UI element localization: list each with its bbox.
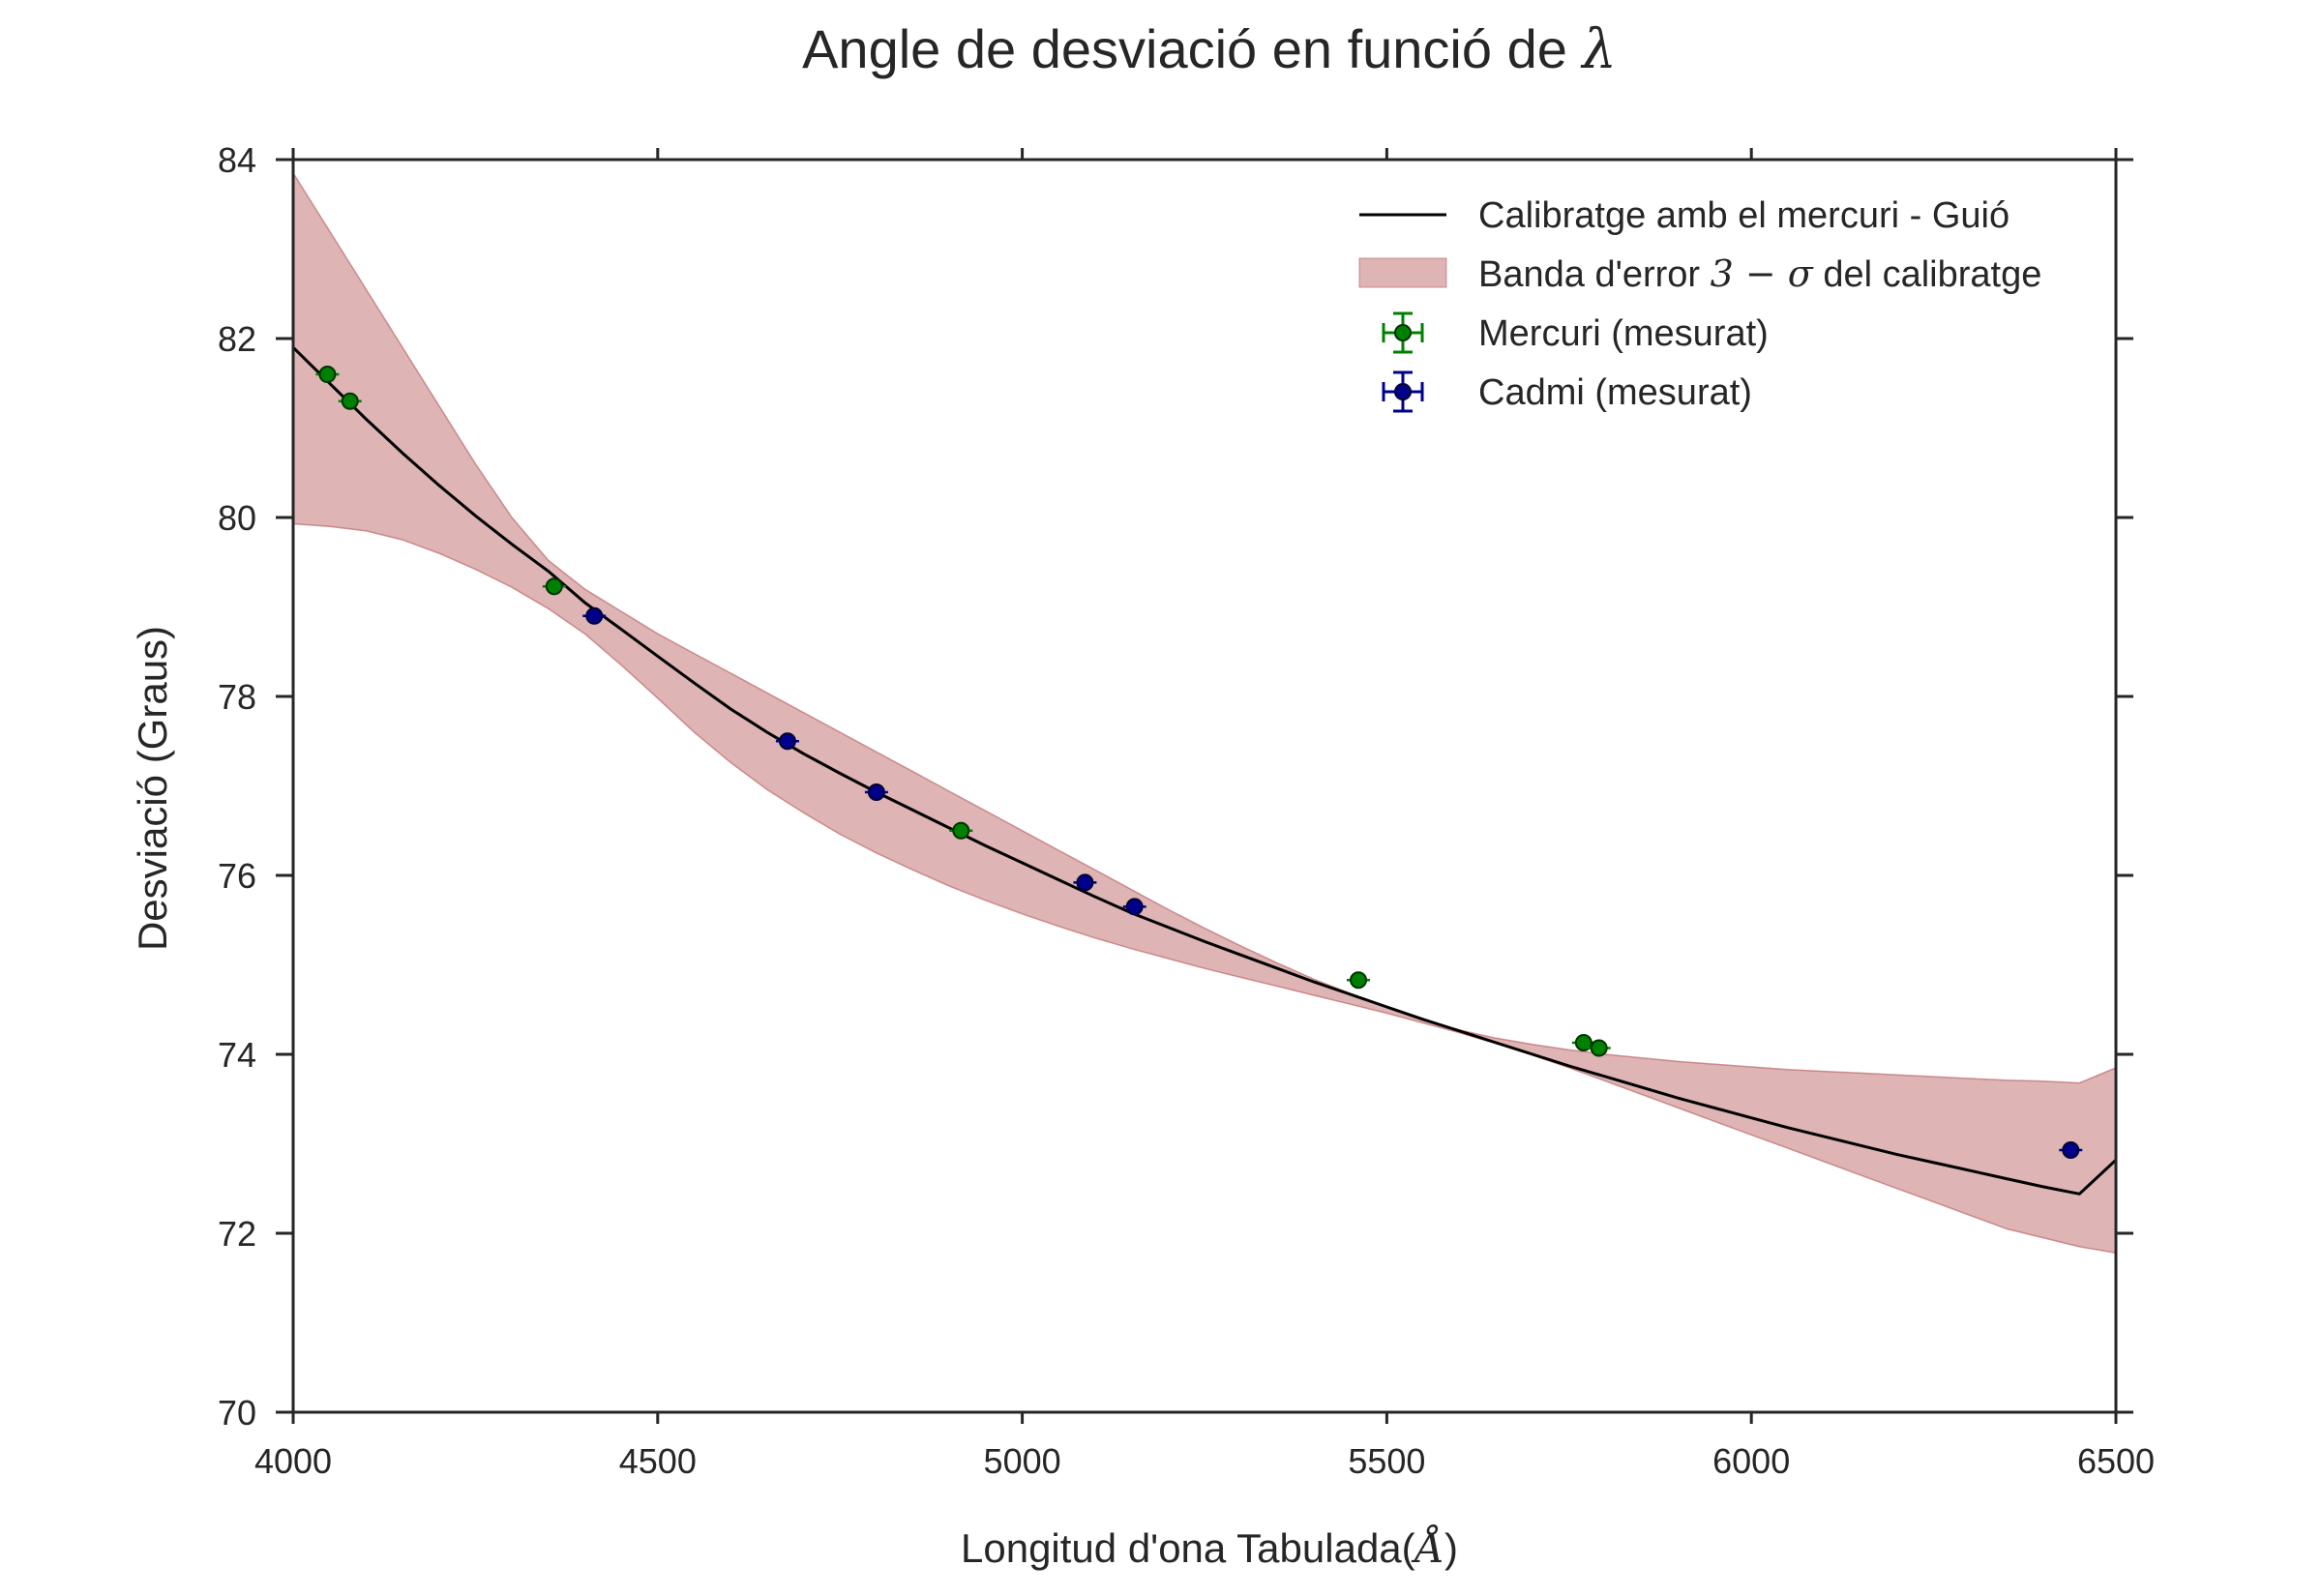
y-tick-label: 80 (218, 498, 256, 538)
mercury-point (338, 392, 362, 410)
mercury-point (315, 366, 340, 383)
x-tick-label: 4500 (619, 1441, 697, 1481)
legend-label-cadmium: Cadmi (mesurat) (1478, 372, 1752, 413)
legend-label-calibration: Calibratge amb el mercuri - Guió (1478, 195, 2009, 236)
x-tick-label: 6500 (2077, 1441, 2155, 1481)
mercury-marker (545, 577, 563, 596)
x-tick-label: 4000 (254, 1441, 332, 1481)
cadmium-point (1073, 873, 1097, 892)
legend-swatch-mercury (1382, 311, 1424, 354)
cadmium-marker (1125, 898, 1144, 916)
y-tick-label: 76 (218, 856, 256, 896)
mercury-point (949, 821, 973, 840)
mercury-marker (1574, 1033, 1593, 1051)
mercury-point (1347, 971, 1371, 990)
cadmium-point (1122, 898, 1146, 916)
calibration-curve (291, 346, 2118, 1196)
error-band (292, 170, 2117, 1255)
cadmium-point (864, 783, 888, 801)
chart-title-symbol: λ (1580, 18, 1617, 81)
x-axis-label-unit: Å (1411, 1523, 1444, 1572)
mercury-marker (318, 366, 337, 383)
axes: 4000 4500 5000 5500 6000 6500 70 72 74 76 78 80 82 84 (218, 140, 2155, 1481)
y-tick-label: 74 (218, 1035, 256, 1075)
legend-swatch-cadmium (1382, 370, 1424, 413)
cadmium-marker (2062, 1140, 2080, 1159)
legend-label-mercury: Mercuri (mesurat) (1478, 313, 1769, 354)
legend-label-error-band: Banda d'error 3 − σ del calibratge (1478, 252, 2041, 295)
legend-label-error-band-math: 3 − σ (1711, 252, 1814, 295)
mercury-point (1571, 1033, 1595, 1051)
x-tick-label: 6000 (1712, 1441, 1790, 1481)
cadmium-point (775, 732, 799, 751)
cadmium-marker (867, 783, 885, 801)
legend-label-error-band-suffix: del calibratge (1823, 254, 2041, 295)
mercury-point (542, 577, 566, 596)
cadmium-marker (585, 606, 604, 625)
x-tick-label: 5500 (1348, 1441, 1425, 1481)
mercury-marker (952, 821, 970, 840)
mercury-point (1587, 1039, 1611, 1057)
cadmium-marker (1076, 873, 1094, 892)
mercury-marker (1350, 971, 1368, 990)
chart-title: Angle de desviació en funció de λ (802, 18, 1617, 81)
legend-label-error-band-prefix: Banda d'error (1478, 254, 1700, 295)
y-tick-label: 72 (218, 1214, 256, 1254)
plot-frame (291, 158, 2118, 1414)
cadmium-point (2059, 1140, 2083, 1159)
y-tick-label: 82 (218, 319, 256, 359)
x-axis-label: Longitud d'ona Tabulada(Å) (961, 1523, 1458, 1572)
chart-title-text: Angle de desviació en funció de (802, 18, 1567, 79)
legend-swatch-error-band (1358, 257, 1447, 288)
labels: Angle de desviació en funció de λ Longit… (130, 18, 1617, 1572)
plot-area (291, 170, 2118, 1255)
y-axis-label: Desviació (Graus) (130, 626, 175, 951)
x-tick-label: 5000 (984, 1441, 1061, 1481)
x-axis-label-close: ) (1444, 1525, 1458, 1571)
mercury-marker (1590, 1039, 1608, 1057)
mercury-marker (341, 392, 359, 410)
cadmium-marker (778, 732, 796, 751)
y-tick-label: 78 (218, 677, 256, 717)
cadmium-point (582, 606, 607, 625)
legend: Calibratge amb el mercuri - Guió Banda d… (1358, 195, 2041, 413)
x-axis-label-text: Longitud d'ona Tabulada( (961, 1525, 1415, 1571)
y-tick-label: 70 (218, 1393, 256, 1433)
y-tick-label: 84 (218, 140, 256, 180)
